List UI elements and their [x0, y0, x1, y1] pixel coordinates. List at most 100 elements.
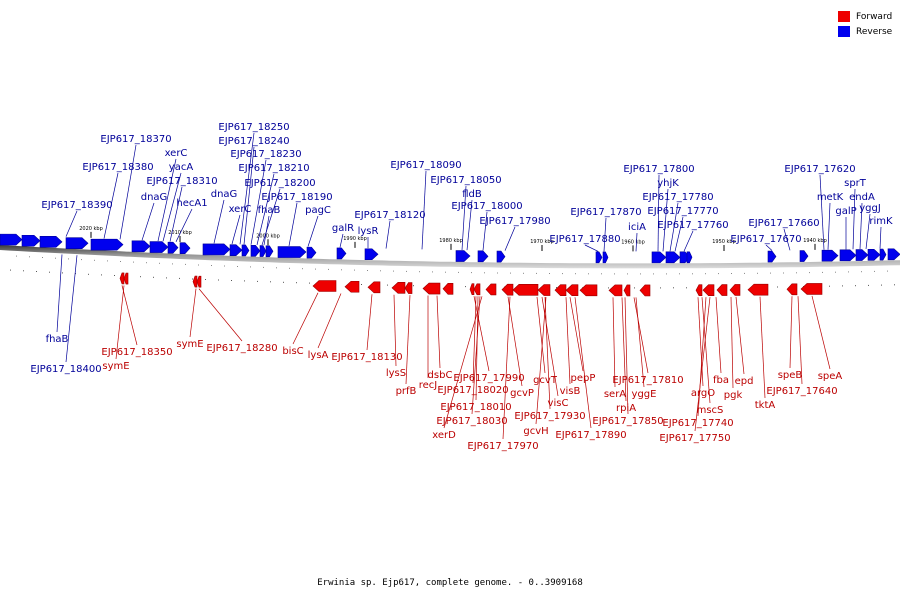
gene-label: fhaB	[258, 205, 281, 216]
leader-line	[694, 297, 711, 432]
forward-gene-arrow	[512, 284, 539, 296]
forward-gene-arrow	[485, 283, 497, 296]
track-dot	[309, 282, 310, 284]
track-dot	[796, 272, 797, 274]
track-dot	[101, 274, 102, 276]
track-dot	[354, 269, 355, 271]
track-dot	[263, 266, 264, 268]
track-dot	[855, 285, 856, 287]
gene-label: serA	[604, 389, 626, 400]
gene-label: EJP617_18020	[437, 385, 508, 396]
leader-line	[536, 296, 546, 374]
leader-line	[175, 208, 193, 242]
reverse-gene-arrow	[65, 237, 89, 249]
leader-line	[292, 292, 319, 345]
gene-label: endA	[849, 192, 875, 203]
leader-line	[674, 216, 684, 252]
reverse-gene-arrow	[821, 249, 839, 262]
leader-line	[339, 233, 344, 248]
forward-gene-arrow	[367, 281, 381, 294]
leader-line	[544, 297, 551, 410]
track-dot	[68, 258, 69, 260]
reverse-gene-arrow	[602, 251, 609, 264]
gene-label: EJP617_18210	[238, 163, 309, 174]
leader-line	[701, 297, 711, 404]
leader-line	[385, 220, 391, 249]
forward-swatch	[838, 11, 850, 22]
track-dot	[393, 270, 394, 272]
track-dot	[510, 272, 511, 274]
tick-label: 2000 kbp	[256, 233, 280, 239]
reverse-gene-arrow	[855, 249, 869, 261]
track-dot	[42, 257, 43, 258]
track-dot	[172, 263, 173, 265]
track-dot	[387, 284, 388, 286]
track-dot	[601, 273, 602, 275]
gene-label: yggJ	[859, 203, 881, 214]
gene-label: rimK	[869, 216, 893, 227]
forward-gene-arrow	[473, 283, 481, 296]
leader-line	[436, 295, 441, 369]
track-dot	[153, 276, 154, 278]
leader-line	[263, 215, 270, 246]
track-dot	[744, 272, 745, 274]
leader-line	[789, 296, 793, 369]
reverse-gene-arrow	[879, 248, 887, 261]
gene-label: EJP617_17870	[570, 207, 641, 218]
gene-label: visB	[560, 386, 581, 397]
leader-line	[635, 232, 638, 252]
reverse-gene-arrow	[336, 247, 347, 260]
reverse-gene-arrow	[229, 244, 243, 256]
reverse-gene-arrow	[455, 250, 471, 262]
gene-labels: EJP617_18390 EJP617_18380 EJP617_18370 dnaG…	[30, 122, 893, 452]
track-dot	[822, 271, 823, 273]
gene-label: EJP617_17750	[659, 433, 730, 444]
reverse-gene-arrow	[21, 234, 41, 247]
reverse-gene-arrow	[0, 233, 23, 246]
reverse-gene-arrow	[867, 248, 881, 261]
leader-line	[827, 202, 831, 250]
forward-gene-arrow	[565, 284, 579, 297]
leader-line	[261, 188, 281, 246]
gene-label: prfB	[396, 386, 417, 397]
forward-gene-arrow	[501, 283, 514, 296]
gene-label: fhaB	[46, 334, 69, 345]
genome-caption: Erwinia sp. Ejp617, complete genome. - 0…	[317, 578, 583, 588]
leader-line	[472, 296, 477, 384]
track-dot	[556, 287, 557, 289]
leader-line	[507, 296, 523, 387]
leader-line	[65, 210, 78, 237]
leader-line	[657, 174, 660, 252]
forward-gene-arrow	[702, 284, 715, 296]
gene-label: EJP617_18030	[436, 416, 507, 427]
track-dot	[660, 287, 661, 289]
reverse-gene-arrow	[167, 241, 179, 254]
leader-line	[65, 255, 78, 363]
reverse-gene-arrow	[595, 251, 603, 264]
gene-arrows	[0, 233, 900, 297]
gene-label: speA	[818, 371, 843, 382]
gene-label: lysA	[308, 350, 329, 361]
track-dot	[770, 272, 771, 274]
tick-label: 1970 kbp	[530, 239, 554, 245]
gene-label: EJP617_18200	[244, 178, 315, 189]
leader-line	[635, 297, 645, 388]
gene-label: EJP617_18000	[451, 201, 522, 212]
leader-line	[466, 199, 473, 251]
track-dot	[718, 273, 719, 275]
gene-label: epd	[735, 376, 754, 387]
track-dot	[861, 271, 862, 273]
track-dot	[231, 280, 232, 281]
track-dot	[185, 263, 186, 265]
track-dot	[16, 255, 17, 257]
forward-gene-arrow	[119, 272, 125, 285]
gene-label: mscS	[697, 405, 724, 416]
track-dot	[166, 277, 167, 279]
gene-label: EJP617_18120	[354, 210, 425, 221]
forward-gene-arrow	[608, 284, 623, 297]
gene-label: iciA	[628, 222, 646, 233]
legend-reverse: Reverse	[838, 24, 892, 39]
forward-gene-arrow	[192, 275, 198, 288]
track-dot	[218, 279, 219, 281]
track-dot	[484, 272, 485, 274]
